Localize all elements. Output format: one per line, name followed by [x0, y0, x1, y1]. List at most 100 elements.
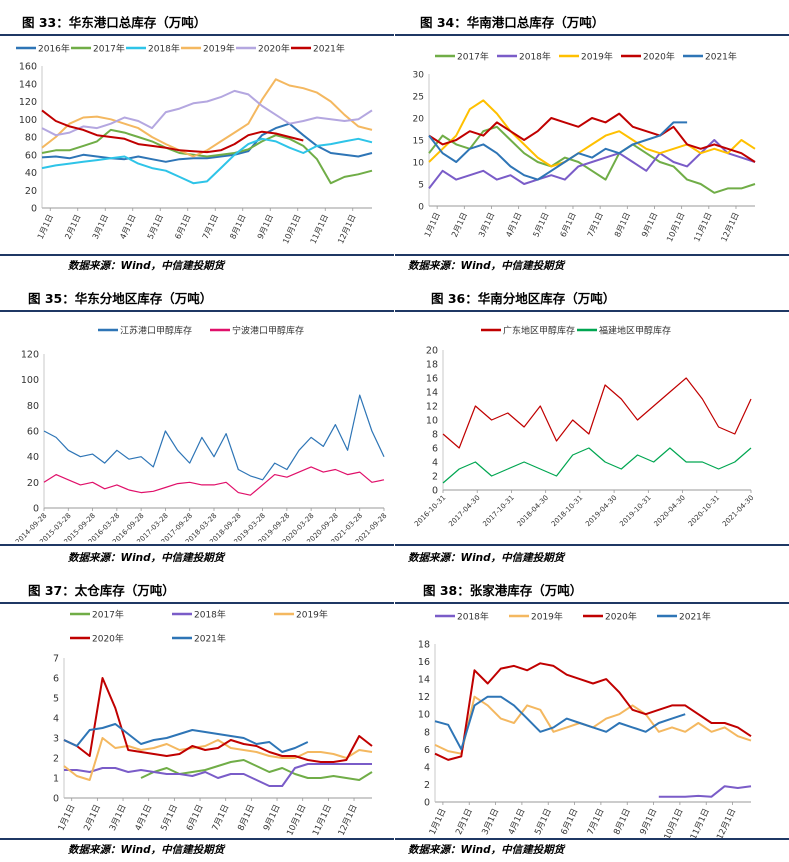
chart-title: 图 33：华东港口总库存（万吨） [22, 15, 207, 30]
x-tick-label: 2017-04-30 [447, 494, 481, 528]
chart-34: 0 5 10 15 20 25 30 1月1日 2月1日 3月1日 4月1日 5月1日 6月1日 7月1日… [413, 51, 756, 243]
x-tick-label: 5月1日 [146, 213, 165, 241]
legend-label: 2018年 [457, 611, 489, 623]
legend-label: 2020年 [92, 633, 124, 645]
panel-34: 图 34：华南港口总库存（万吨） 0 5 10 15 20 25 30 1月1日 2月1日 3月1… [395, 0, 789, 262]
series-line-1 [43, 394, 385, 481]
x-tick-label: 10月1日 [663, 807, 686, 838]
x-tick-label: 1月1日 [36, 213, 55, 241]
legend-label: 宁波港口甲醇库存 [232, 325, 304, 337]
x-tick-label: 2018-10-31 [550, 494, 584, 528]
x-tick-label: 2月1日 [450, 211, 469, 239]
y-tick-label: 160 [19, 62, 37, 73]
y-tick-label: 20 [426, 346, 438, 357]
series-line-1 [428, 125, 756, 194]
y-tick-label: 12 [426, 402, 438, 413]
y-tick-label: 18 [418, 640, 430, 651]
series-line-2 [434, 695, 752, 755]
y-tick-label: 16 [418, 657, 430, 668]
series-line-1 [658, 785, 752, 798]
chart-33: 0 20 40 60 80 100 120 140 160 1月1日 2月1日 3月1日 4月1日 5月1… [16, 43, 373, 245]
x-tick-label: 2月1日 [454, 807, 475, 836]
x-tick-label: 3月1日 [480, 807, 501, 836]
y-tick-label: 140 [19, 79, 37, 90]
x-tick-label: 11月1日 [689, 807, 712, 838]
x-tick-label: 4月1日 [504, 211, 523, 239]
x-tick-label: 8月1日 [236, 803, 257, 832]
x-tick-label: 2019-04-30 [584, 494, 618, 528]
legend-label: 广东地区甲醇库存 [503, 325, 575, 337]
legend-label: 2020年 [643, 51, 675, 63]
series-line-4 [428, 112, 756, 163]
legend-label: 2019年 [203, 43, 235, 55]
chart-37: 0 1 2 3 4 5 6 7 1月1日 2月1日 3月1日 4月1日 5月1日 6月1日 7月1日 8月1日… [53, 609, 373, 837]
y-tick-label: 120 [21, 350, 39, 361]
y-tick-label: 2 [53, 754, 59, 765]
bottom-rule [395, 544, 789, 546]
chart-title: 图 38：张家港库存（万吨） [423, 583, 583, 598]
source-note: 数据来源：Wind，中信建投期货 [68, 260, 225, 272]
panel-35: 图 35：华东分地区库存（万吨） 0 20 40 60 80 100 120 2014-09-… [0, 286, 394, 548]
y-tick-label: 2 [432, 472, 438, 483]
x-tick-label: 10月1日 [665, 211, 686, 243]
source-note: 数据来源：Wind，中信建投期货 [408, 552, 565, 564]
chart-title: 图 35：华东分地区库存（万吨） [28, 291, 213, 306]
source-note: 数据来源：Wind，中信建投期货 [68, 844, 225, 856]
legend-label: 2018年 [519, 51, 551, 63]
series-line-3 [428, 99, 756, 168]
y-tick-label: 12 [418, 692, 430, 703]
bottom-rule [395, 838, 789, 840]
x-tick-label: 11月1日 [309, 213, 330, 245]
x-tick-label: 5月1日 [533, 807, 554, 836]
x-tick-label: 6月1日 [559, 211, 578, 239]
y-tick-label: 6 [53, 674, 59, 685]
y-tick-label: 40 [27, 452, 39, 463]
x-tick-label: 7月1日 [586, 807, 607, 836]
y-tick-label: 5 [418, 181, 424, 191]
title-rule [395, 34, 789, 36]
y-tick-label: 60 [25, 150, 37, 161]
y-tick-label: 16 [426, 374, 438, 385]
series-line-5 [428, 121, 688, 181]
x-tick-label: 7月1日 [211, 803, 232, 832]
series-line-6 [41, 109, 304, 154]
y-tick-label: 10 [413, 159, 425, 169]
y-tick-label: 120 [19, 97, 37, 108]
y-tick-label: 25 [413, 93, 424, 103]
y-tick-label: 5 [53, 694, 59, 705]
y-tick-label: 14 [418, 675, 430, 686]
y-tick-label: 6 [424, 745, 430, 756]
x-tick-label: 9月1日 [262, 803, 283, 832]
y-tick-label: 4 [432, 458, 438, 469]
legend-label: 2021年 [194, 633, 226, 645]
legend-label: 2019年 [531, 611, 563, 623]
legend-label: 2021年 [313, 43, 345, 55]
y-tick-label: 60 [27, 427, 39, 438]
y-tick-label: 2 [424, 780, 430, 791]
x-tick-label: 8月1日 [228, 213, 247, 241]
legend-label: 2017年 [457, 51, 489, 63]
y-tick-label: 14 [426, 388, 438, 399]
series-line-4 [41, 78, 373, 158]
x-tick-label: 2017-10-31 [481, 494, 515, 528]
y-tick-label: 0 [418, 203, 424, 213]
panel-38: 图 38：张家港库存（万吨） 0 2 4 6 8 10 12 14 16 18 1月1日 2月1日 3月… [395, 576, 789, 840]
chart-title: 图 36：华南分地区库存（万吨） [431, 291, 616, 306]
x-tick-label: 9月1日 [638, 807, 659, 836]
x-tick-label: 12月1日 [336, 213, 357, 245]
y-tick-label: 4 [424, 762, 430, 773]
x-tick-label: 8月1日 [613, 211, 632, 239]
x-tick-label: 11月1日 [692, 211, 713, 243]
x-tick-label: 12月1日 [719, 211, 740, 243]
y-tick-label: 0 [33, 504, 39, 515]
panel-37: 图 37：太仓库存（万吨） 0 1 2 3 4 5 6 7 1月1日 2月1日 3月1日 4月1日 5月… [0, 576, 394, 840]
legend-label: 2017年 [92, 609, 124, 621]
x-tick-label: 12月1日 [715, 807, 738, 838]
y-tick-label: 10 [426, 416, 438, 427]
y-tick-label: 10 [418, 710, 430, 721]
legend-label: 2016年 [38, 43, 70, 55]
x-tick-label: 4月1日 [134, 803, 155, 832]
series-line-4 [63, 677, 373, 763]
x-tick-label: 2016-10-31 [413, 494, 447, 528]
series-line-3 [41, 137, 373, 185]
